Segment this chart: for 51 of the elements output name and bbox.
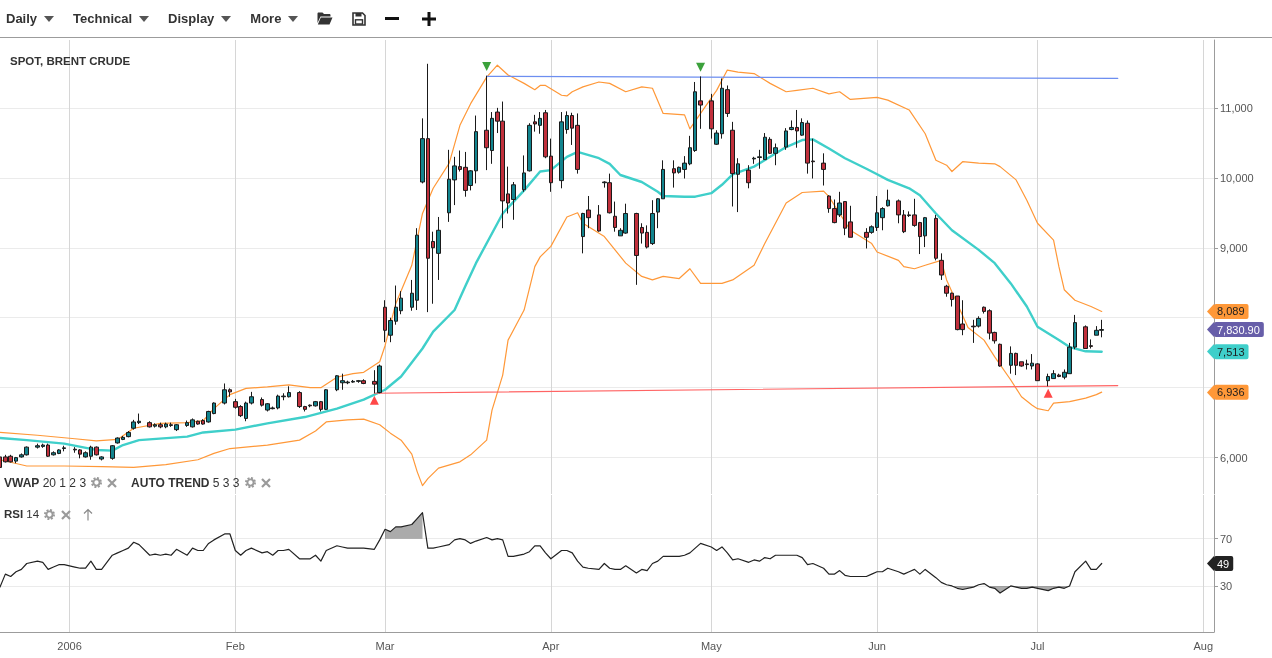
annotation: AUTO TREND 5 3 3 [131, 475, 240, 490]
text: SPOT, BRENT CRUDE [10, 55, 131, 67]
point [696, 62, 706, 72]
x-tick-label: May [700, 639, 723, 652]
x-tick-label: Apr [542, 639, 560, 652]
y-tick-label: 9,000 [1220, 241, 1248, 254]
x-tick-label: 2006 [57, 639, 82, 652]
x-tick-label: Aug [1193, 639, 1214, 652]
x-tick-label: Feb [225, 639, 245, 652]
candlestick [126, 430, 131, 438]
candlestick [998, 343, 1002, 368]
x-tick-label: Jul [1030, 639, 1045, 652]
annotation: 7,513 [1217, 345, 1245, 358]
candlestick [527, 122, 532, 173]
y-tick-label: 11,000 [1220, 101, 1253, 114]
candlestick [522, 154, 526, 193]
line-series [0, 190, 1103, 487]
candlestick [784, 127, 788, 151]
line-series [0, 512, 1103, 594]
candlestick [62, 445, 66, 452]
y-tick-label: 30 [1220, 579, 1233, 592]
candlestick [821, 152, 826, 186]
candlestick [746, 164, 751, 189]
text: 7,830.90 [1217, 323, 1260, 336]
annotation: 49 [1217, 557, 1230, 570]
candlestick [709, 93, 714, 140]
annotation: 8,089 [1217, 305, 1245, 318]
candlestick [752, 156, 756, 165]
candlestick [613, 201, 617, 233]
y-tick-label: 6,000 [1220, 451, 1248, 464]
point [1043, 388, 1053, 398]
candlestick [597, 204, 601, 233]
x-tick-label: Mar [375, 639, 395, 652]
text: RSI 14 [4, 507, 40, 521]
candlestick [934, 214, 938, 261]
text: Daily [6, 11, 38, 26]
candlestick [939, 252, 944, 281]
point [369, 395, 379, 405]
annotation: 6,936 [1217, 386, 1245, 399]
annotation: VWAP 20 1 2 3 [4, 475, 87, 490]
text: More [250, 11, 282, 26]
text: Technical [73, 11, 133, 26]
candlestick [99, 455, 104, 461]
y-tick-label: 70 [1220, 532, 1233, 545]
x-tick-label: Jun [868, 639, 886, 652]
candlestick [110, 444, 115, 461]
line-series [0, 138, 1103, 452]
point [482, 62, 492, 72]
y-tick-label: 10,000 [1220, 171, 1254, 184]
candlestick [886, 189, 890, 207]
text: Display [168, 11, 215, 26]
